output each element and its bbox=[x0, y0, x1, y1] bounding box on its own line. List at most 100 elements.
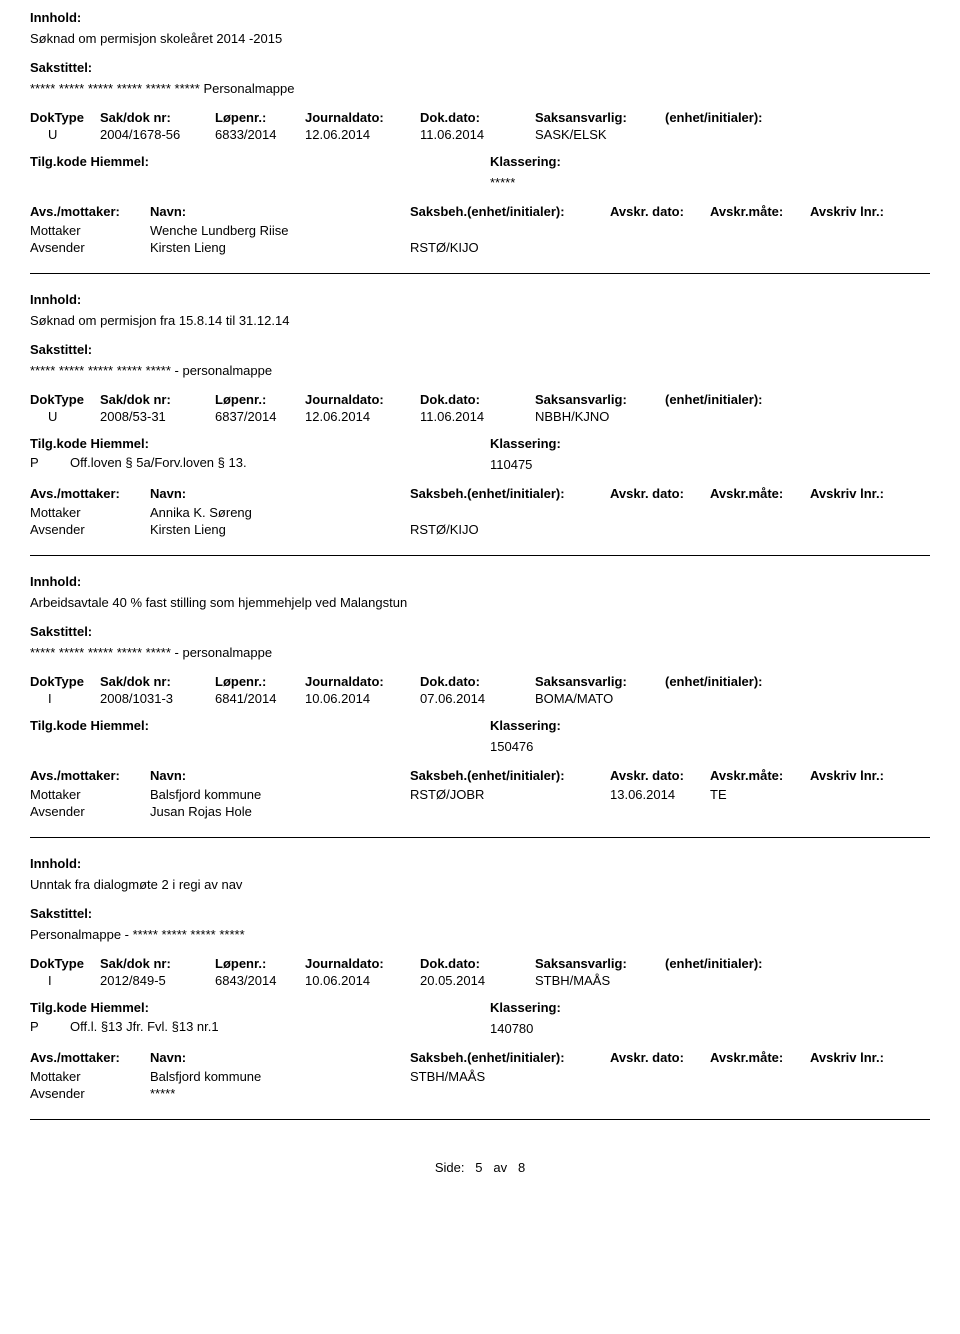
hdr-doktype: DokType bbox=[30, 674, 100, 689]
hdr-tilgkode: Tilg.kode bbox=[30, 154, 87, 169]
mottaker-row: Mottaker Wenche Lundberg Riise bbox=[30, 223, 930, 238]
hdr-avsmottaker: Avs./mottaker: bbox=[30, 1050, 150, 1065]
mottaker-label: Mottaker bbox=[30, 223, 150, 238]
tilg-header-row: Tilg.kode Hiemmel: Klassering: bbox=[30, 718, 930, 733]
mottaker-navn: Annika K. Søreng bbox=[150, 505, 410, 520]
records-container: Innhold: Søknad om permisjon skoleåret 2… bbox=[30, 10, 930, 1120]
hdr-sakdok: Sak/dok nr: bbox=[100, 674, 215, 689]
hdr-journaldato: Journaldato: bbox=[305, 392, 420, 407]
avsender-navn: Kirsten Lieng bbox=[150, 240, 410, 255]
tilg-header-row: Tilg.kode Hiemmel: Klassering: bbox=[30, 1000, 930, 1015]
hdr-avskrdato: Avskr. dato: bbox=[610, 204, 710, 219]
record-separator bbox=[30, 555, 930, 556]
page-footer: Side: 5 av 8 bbox=[30, 1160, 930, 1175]
mottaker-saksbeh: STBH/MAÅS bbox=[410, 1069, 610, 1084]
hdr-dokdato: Dok.dato: bbox=[420, 674, 535, 689]
hdr-avskrivlnr: Avskriv lnr.: bbox=[810, 204, 930, 219]
hdr-sakdok: Sak/dok nr: bbox=[100, 110, 215, 125]
mottaker-saksbeh: RSTØ/JOBR bbox=[410, 787, 610, 802]
hdr-avskrivlnr: Avskriv lnr.: bbox=[810, 486, 930, 501]
hdr-doktype: DokType bbox=[30, 110, 100, 125]
sakstittel-label: Sakstittel: bbox=[30, 60, 930, 75]
val-lopenr: 6833/2014 bbox=[215, 127, 305, 142]
hdr-lopenr: Løpenr.: bbox=[215, 392, 305, 407]
val-hjemmel bbox=[70, 737, 490, 754]
val-journaldato: 10.06.2014 bbox=[305, 973, 420, 988]
innhold-label: Innhold: bbox=[30, 292, 930, 307]
meta-header-row: DokType Sak/dok nr: Løpenr.: Journaldato… bbox=[30, 392, 930, 407]
mottaker-avskrmate bbox=[710, 505, 810, 520]
hdr-lopenr: Løpenr.: bbox=[215, 956, 305, 971]
hdr-journaldato: Journaldato: bbox=[305, 674, 420, 689]
hdr-avskrivlnr: Avskriv lnr.: bbox=[810, 1050, 930, 1065]
avsender-label: Avsender bbox=[30, 804, 150, 819]
hdr-avsmottaker: Avs./mottaker: bbox=[30, 204, 150, 219]
hdr-dokdato: Dok.dato: bbox=[420, 392, 535, 407]
innhold-label: Innhold: bbox=[30, 856, 930, 871]
hdr-tilgkode: Tilg.kode bbox=[30, 1000, 87, 1015]
mottaker-navn: Balsfjord kommune bbox=[150, 1069, 410, 1084]
avsender-label: Avsender bbox=[30, 240, 150, 255]
hdr-dokdato: Dok.dato: bbox=[420, 956, 535, 971]
avs-header-row: Avs./mottaker: Navn: Saksbeh.(enhet/init… bbox=[30, 204, 930, 219]
hdr-navn: Navn: bbox=[150, 486, 410, 501]
avsender-saksbeh bbox=[410, 804, 610, 819]
meta-value-row: I 2008/1031-3 6841/2014 10.06.2014 07.06… bbox=[30, 691, 930, 706]
val-sakdok: 2012/849-5 bbox=[100, 973, 215, 988]
hdr-saksbeh: Saksbeh.(enhet/initialer): bbox=[410, 1050, 610, 1065]
val-doktype: U bbox=[30, 409, 100, 424]
avs-header-row: Avs./mottaker: Navn: Saksbeh.(enhet/init… bbox=[30, 486, 930, 501]
hdr-hjemmel: Hiemmel: bbox=[90, 436, 149, 451]
mottaker-avskrdato: 13.06.2014 bbox=[610, 787, 710, 802]
sakstittel-text: ***** ***** ***** ***** ***** ***** Pers… bbox=[30, 81, 930, 96]
journal-record: Innhold: Arbeidsavtale 40 % fast stillin… bbox=[30, 574, 930, 838]
hdr-lopenr: Løpenr.: bbox=[215, 674, 305, 689]
mottaker-avskrdato bbox=[610, 223, 710, 238]
avsender-navn: Jusan Rojas Hole bbox=[150, 804, 410, 819]
avs-header-row: Avs./mottaker: Navn: Saksbeh.(enhet/init… bbox=[30, 1050, 930, 1065]
val-lopenr: 6837/2014 bbox=[215, 409, 305, 424]
val-saksansvarlig: STBH/MAÅS bbox=[535, 973, 665, 988]
sakstittel-text: Personalmappe - ***** ***** ***** ***** bbox=[30, 927, 930, 942]
hdr-saksbeh: Saksbeh.(enhet/initialer): bbox=[410, 486, 610, 501]
innhold-text: Søknad om permisjon fra 15.8.14 til 31.1… bbox=[30, 313, 930, 328]
val-hjemmel bbox=[70, 173, 490, 190]
hdr-hjemmel: Hiemmel: bbox=[90, 718, 149, 733]
hdr-avskrmate: Avskr.måte: bbox=[710, 1050, 810, 1065]
mottaker-avskrdato bbox=[610, 505, 710, 520]
hdr-avskrdato: Avskr. dato: bbox=[610, 768, 710, 783]
hdr-saksansvarlig: Saksansvarlig: bbox=[535, 392, 665, 407]
sakstittel-label: Sakstittel: bbox=[30, 342, 930, 357]
val-klassering: ***** bbox=[490, 175, 790, 190]
val-lopenr: 6843/2014 bbox=[215, 973, 305, 988]
val-dokdato: 07.06.2014 bbox=[420, 691, 535, 706]
sakstittel-text: ***** ***** ***** ***** ***** - personal… bbox=[30, 363, 930, 378]
hdr-hjemmel: Hiemmel: bbox=[90, 154, 149, 169]
hdr-navn: Navn: bbox=[150, 204, 410, 219]
hdr-dokdato: Dok.dato: bbox=[420, 110, 535, 125]
hdr-doktype: DokType bbox=[30, 956, 100, 971]
val-dokdato: 11.06.2014 bbox=[420, 409, 535, 424]
hdr-journaldato: Journaldato: bbox=[305, 956, 420, 971]
val-klassering: 110475 bbox=[490, 457, 790, 472]
mottaker-avskrmate bbox=[710, 223, 810, 238]
hdr-hjemmel: Hiemmel: bbox=[90, 1000, 149, 1015]
meta-header-row: DokType Sak/dok nr: Løpenr.: Journaldato… bbox=[30, 956, 930, 971]
tilg-header-row: Tilg.kode Hiemmel: Klassering: bbox=[30, 154, 930, 169]
avsender-saksbeh bbox=[410, 1086, 610, 1101]
hdr-navn: Navn: bbox=[150, 768, 410, 783]
avsender-label: Avsender bbox=[30, 522, 150, 537]
hdr-enhet: (enhet/initialer): bbox=[665, 956, 825, 971]
meta-value-row: I 2012/849-5 6843/2014 10.06.2014 20.05.… bbox=[30, 973, 930, 988]
record-separator bbox=[30, 273, 930, 274]
val-lopenr: 6841/2014 bbox=[215, 691, 305, 706]
mottaker-avskrivlnr bbox=[810, 223, 930, 238]
mottaker-navn: Balsfjord kommune bbox=[150, 787, 410, 802]
hdr-lopenr: Løpenr.: bbox=[215, 110, 305, 125]
val-sakdok: 2004/1678-56 bbox=[100, 127, 215, 142]
sakstittel-label: Sakstittel: bbox=[30, 906, 930, 921]
tilg-value-row: 150476 bbox=[30, 737, 930, 754]
mottaker-saksbeh bbox=[410, 223, 610, 238]
hdr-enhet: (enhet/initialer): bbox=[665, 674, 825, 689]
mottaker-navn: Wenche Lundberg Riise bbox=[150, 223, 410, 238]
